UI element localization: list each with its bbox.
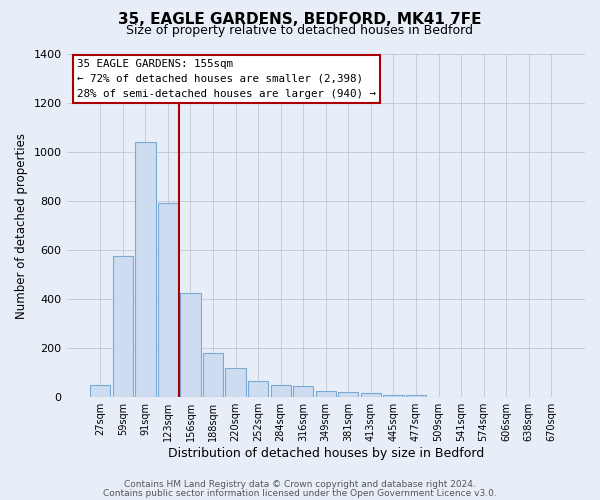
Bar <box>113 256 133 397</box>
Text: Contains HM Land Registry data © Crown copyright and database right 2024.: Contains HM Land Registry data © Crown c… <box>124 480 476 489</box>
Y-axis label: Number of detached properties: Number of detached properties <box>15 132 28 318</box>
Text: Size of property relative to detached houses in Bedford: Size of property relative to detached ho… <box>127 24 473 37</box>
Bar <box>203 354 223 397</box>
Bar <box>293 386 313 397</box>
Bar <box>90 385 110 397</box>
Text: 35, EAGLE GARDENS, BEDFORD, MK41 7FE: 35, EAGLE GARDENS, BEDFORD, MK41 7FE <box>118 12 482 28</box>
Bar <box>248 381 268 397</box>
Bar <box>338 392 358 397</box>
Bar <box>271 385 291 397</box>
X-axis label: Distribution of detached houses by size in Bedford: Distribution of detached houses by size … <box>167 447 484 460</box>
Bar <box>383 394 404 397</box>
Text: Contains public sector information licensed under the Open Government Licence v3: Contains public sector information licen… <box>103 488 497 498</box>
Bar <box>406 394 426 397</box>
Bar <box>226 368 246 397</box>
Bar <box>316 391 336 397</box>
Bar <box>361 394 381 397</box>
Bar <box>158 204 178 397</box>
Bar <box>181 293 200 397</box>
Text: 35 EAGLE GARDENS: 155sqm
← 72% of detached houses are smaller (2,398)
28% of sem: 35 EAGLE GARDENS: 155sqm ← 72% of detach… <box>77 59 376 98</box>
Bar <box>135 142 155 397</box>
